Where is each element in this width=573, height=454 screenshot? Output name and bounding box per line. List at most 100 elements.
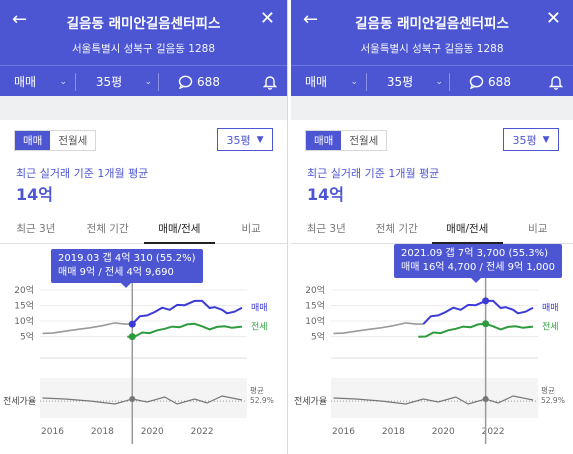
trade-toggle: 매매 전월세 [14, 130, 97, 151]
filter-bar: 매매 ⌄ 35평 ⌄ 688 [0, 65, 287, 97]
y-tick-label: 20억 [14, 284, 34, 296]
area-select[interactable]: 35평 ▼ [503, 128, 559, 151]
tab-all-period[interactable]: 전체 기간 [86, 222, 129, 235]
tab-compare[interactable]: 비교 [241, 222, 261, 235]
panel-left: ← 길음동 래미안길음센터피스 ✕ 서울특별시 성북구 길음동 1288 매매 … [0, 0, 288, 454]
deal-type-dropdown[interactable]: 매매 ⌄ [0, 66, 75, 97]
y-tick-label: 20억 [305, 284, 325, 296]
x-tick-label: 2016 [332, 427, 355, 437]
sale-line [131, 299, 243, 325]
comments-button[interactable]: 688 [159, 66, 239, 97]
legend-jeonse: 전세 [251, 322, 268, 333]
y-tick-label: 5억 [311, 331, 325, 343]
tooltip-price-line: 매매 16억 4,700 / 전세 9억 1,000 [401, 262, 555, 273]
trade-toggle: 매매 전월세 [305, 130, 388, 151]
tab-all-period[interactable]: 전체 기간 [375, 222, 418, 235]
y-tick-label: 10억 [305, 315, 325, 327]
triangle-down-icon: ▼ [256, 134, 264, 145]
ratio-label: 전세가율 [294, 396, 327, 407]
comments-button[interactable]: 688 [450, 66, 530, 97]
avg-price-label: 최근 실거래 기준 1개월 평균 [307, 167, 440, 180]
triangle-down-icon: ▼ [542, 134, 550, 145]
tab-sale-jeonse[interactable]: 매매/전세 [432, 213, 503, 244]
address-text: 서울특별시 성북구 길음동 1288 [72, 43, 215, 55]
y-tick-label: 15억 [305, 300, 325, 312]
divider [158, 72, 159, 91]
y-tick-label: 15억 [14, 300, 34, 312]
area-select[interactable]: 35평 ▼ [217, 128, 273, 151]
area-label: 35평 [386, 75, 414, 89]
chevron-down-icon: ⌄ [350, 76, 358, 87]
alert-button[interactable] [530, 66, 573, 97]
page-title: 길음동 래미안길음센터피스 [66, 16, 221, 32]
bell-icon [549, 75, 563, 90]
tab-recent-3y[interactable]: 최근 3년 [16, 222, 56, 235]
jeonse-line [127, 322, 243, 338]
sale-point [128, 320, 136, 328]
sale-line [422, 299, 534, 325]
deal-type-label: 매매 [14, 75, 37, 89]
ratio-band [331, 378, 538, 418]
area-label: 35평 [95, 75, 123, 89]
app-header: ← 길음동 래미안길음센터피스 ✕ 서울특별시 성북구 길음동 1288 매매 … [291, 0, 573, 96]
avg-price-value: 14억 [307, 185, 344, 204]
x-tick-label: 2018 [91, 427, 114, 437]
section-divider [0, 96, 287, 120]
ratio-avg-value: 52.9% [250, 396, 274, 405]
tooltip-price-line: 매매 9억 / 전세 4억 9,690 [58, 267, 174, 278]
tab-compare[interactable]: 비교 [528, 222, 548, 235]
x-tick-label: 2020 [141, 427, 164, 437]
chat-bubble-icon [469, 75, 484, 89]
sale-history-line [42, 322, 133, 335]
x-tick-label: 2018 [382, 427, 405, 437]
legend-jeonse: 전세 [542, 322, 559, 333]
ratio-avg-value: 52.9% [541, 396, 565, 405]
area-select-label: 35평 [512, 133, 537, 147]
chevron-down-icon: ⌄ [59, 76, 67, 87]
deal-type-dropdown[interactable]: 매매 ⌄ [291, 66, 366, 97]
area-dropdown[interactable]: 35평 ⌄ [367, 66, 449, 97]
tooltip-gap-line: 2021.09 갭 7억 3,700 (55.3%) [401, 248, 549, 259]
toggle-sale[interactable]: 매매 [15, 131, 51, 150]
chart-tooltip: 2021.09 갭 7억 3,700 (55.3%) 매매 16억 4,700 … [394, 244, 562, 283]
x-tick-label: 2022 [191, 427, 214, 437]
avg-price-label: 최근 실거래 기준 1개월 평균 [16, 167, 149, 180]
toggle-rent[interactable]: 전월세 [349, 135, 379, 147]
tooltip-gap-line: 2019.03 갭 4억 310 (55.2%) [58, 253, 196, 264]
arrow-left-icon[interactable]: ← [12, 9, 28, 30]
toggle-sale[interactable]: 매매 [306, 131, 342, 150]
ratio-label: 전세가율 [3, 396, 36, 407]
tab-recent-3y[interactable]: 최근 3년 [306, 222, 346, 235]
chevron-down-icon: ⌄ [144, 76, 152, 87]
jeonse-line [418, 322, 534, 338]
sale-point [482, 297, 490, 305]
panel-right: ← 길음동 래미안길음센터피스 ✕ 서울특별시 성북구 길음동 1288 매매 … [291, 0, 573, 454]
tab-sale-jeonse[interactable]: 매매/전세 [143, 213, 216, 244]
close-icon[interactable]: ✕ [259, 8, 275, 29]
ratio-line [42, 395, 243, 405]
ratio-point [129, 396, 136, 402]
divider [366, 72, 367, 91]
close-icon[interactable]: ✕ [545, 8, 561, 29]
toggle-rent[interactable]: 전월세 [58, 135, 88, 147]
ratio-avg-label: 평균 [541, 385, 555, 395]
y-tick-label: 5억 [20, 331, 34, 343]
period-tabs: 최근 3년 전체 기간 매매/전세 비교 [291, 213, 573, 244]
legend-sale: 매매 [251, 303, 268, 314]
page-title: 길음동 래미안길음센터피스 [355, 16, 509, 32]
chevron-down-icon: ⌄ [435, 76, 443, 87]
address-text: 서울특별시 성북구 길음동 1288 [360, 43, 504, 55]
legend-sale: 매매 [542, 303, 559, 314]
section-divider [291, 96, 573, 120]
jeonse-point [482, 320, 490, 328]
alert-button[interactable] [239, 66, 287, 97]
arrow-left-icon[interactable]: ← [303, 9, 319, 30]
area-dropdown[interactable]: 35평 ⌄ [76, 66, 158, 97]
period-tabs: 최근 3년 전체 기간 매매/전세 비교 [0, 213, 287, 244]
area-select-label: 35평 [226, 133, 251, 147]
comment-count: 688 [197, 74, 220, 89]
filter-bar: 매매 ⌄ 35평 ⌄ 688 [291, 65, 573, 97]
chart-tooltip: 2019.03 갭 4억 310 (55.2%) 매매 9억 / 전세 4억 9… [51, 249, 203, 288]
